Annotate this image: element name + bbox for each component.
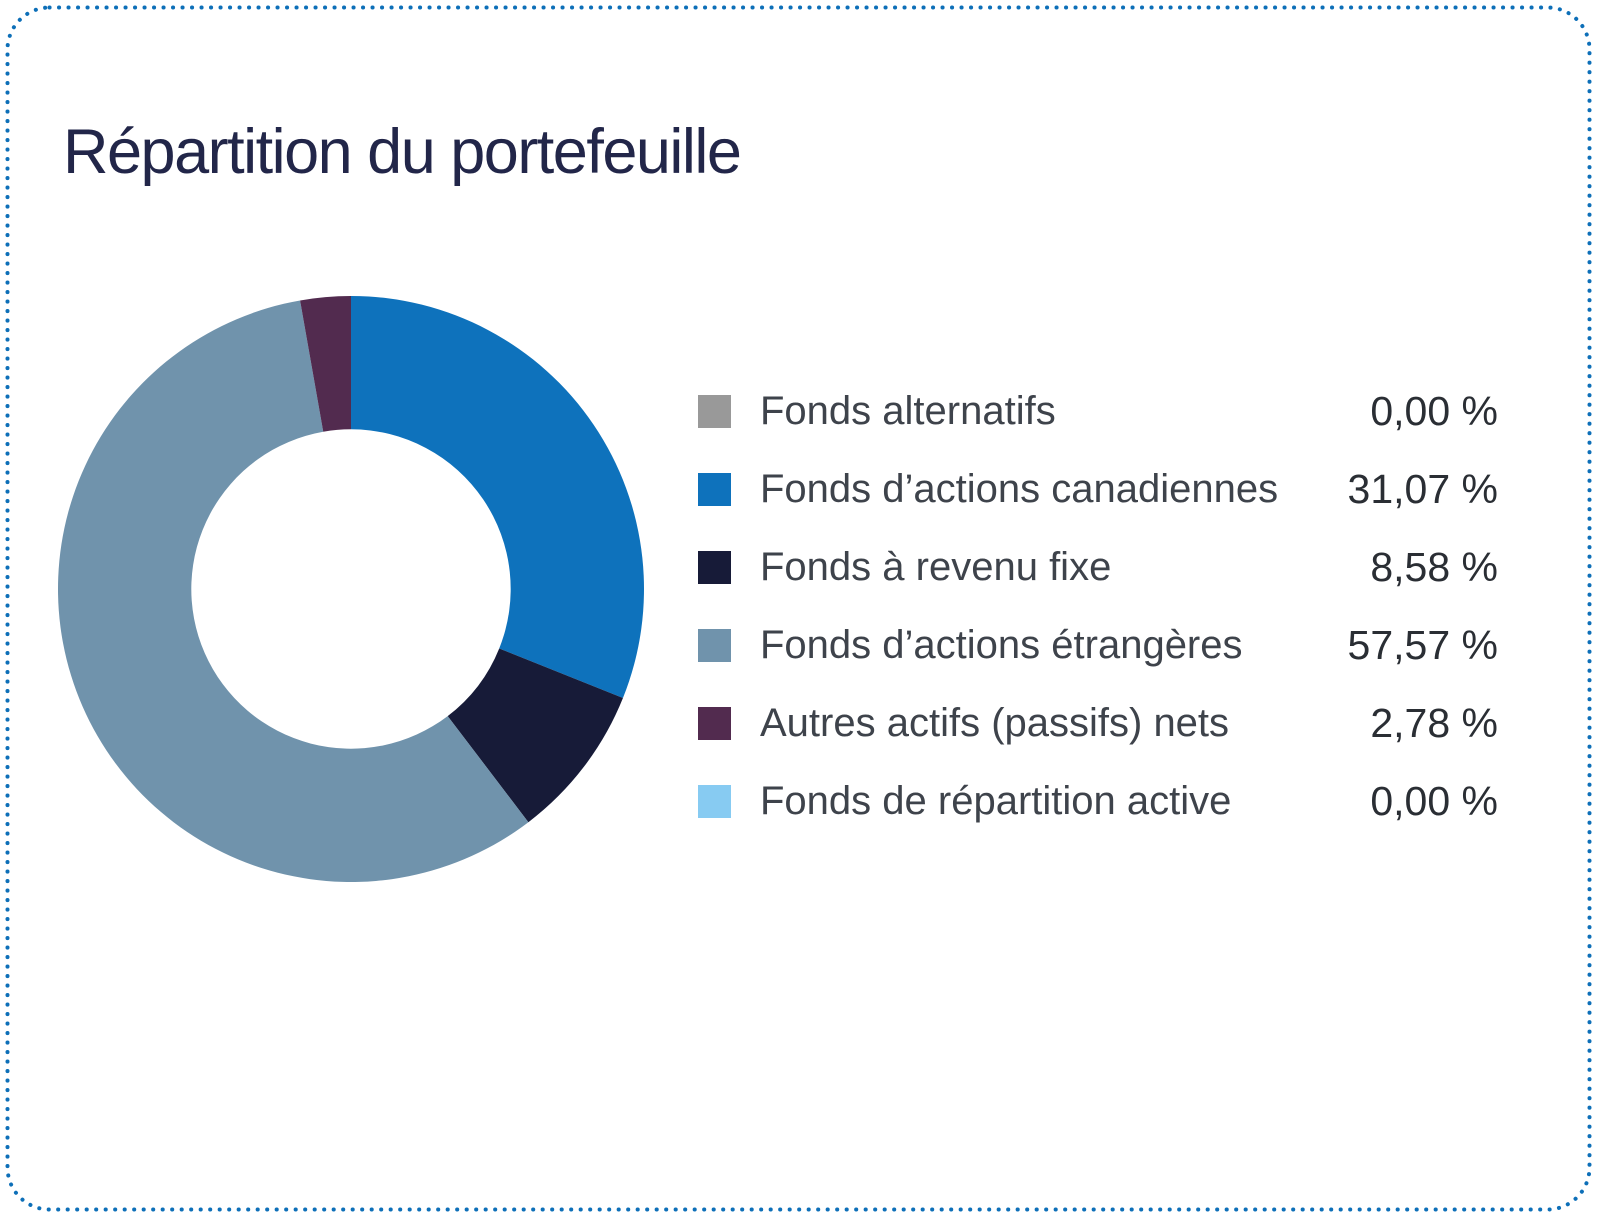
- legend-row: Fonds à revenu fixe 8,58 %: [698, 528, 1498, 606]
- legend-row: Fonds de répartition active 0,00 %: [698, 762, 1498, 840]
- legend-label: Fonds de répartition active: [760, 778, 1232, 823]
- legend-label: Fonds alternatifs: [760, 388, 1056, 433]
- legend-row: Autres actifs (passifs) nets 2,78 %: [698, 684, 1498, 762]
- donut-segment: [447, 648, 623, 823]
- donut-segment: [57, 300, 529, 883]
- donut-segment: [300, 296, 351, 432]
- legend-value: 8,58 %: [1370, 543, 1498, 590]
- legend-value: 31,07 %: [1347, 465, 1498, 512]
- legend-row: Fonds d’actions canadiennes 31,07 %: [698, 450, 1498, 528]
- legend-color-swatch: [698, 706, 731, 740]
- donut-segment: [351, 296, 645, 699]
- legend-color-swatch: [698, 550, 731, 584]
- chart-title: Répartition du portefeuille: [63, 117, 742, 187]
- legend-color-swatch: [698, 394, 731, 428]
- legend-value: 57,57 %: [1347, 621, 1498, 668]
- legend-value: 0,00 %: [1370, 777, 1498, 824]
- legend-row: Fonds d’actions étrangères 57,57 %: [698, 606, 1498, 684]
- legend-value: 0,00 %: [1370, 387, 1498, 434]
- legend-color-swatch: [698, 472, 731, 506]
- legend-label: Autres actifs (passifs) nets: [760, 700, 1230, 745]
- chart-legend: Fonds alternatifs 0,00 % Fonds d’actions…: [698, 372, 1498, 840]
- legend-label: Fonds d’actions étrangères: [760, 622, 1243, 667]
- legend-color-swatch: [698, 784, 731, 818]
- legend-row: Fonds alternatifs 0,00 %: [698, 372, 1498, 450]
- legend-value: 2,78 %: [1370, 699, 1498, 746]
- legend-label: Fonds d’actions canadiennes: [760, 466, 1279, 511]
- legend-color-swatch: [698, 628, 731, 662]
- legend-label: Fonds à revenu fixe: [760, 544, 1112, 589]
- donut-chart: [57, 296, 645, 883]
